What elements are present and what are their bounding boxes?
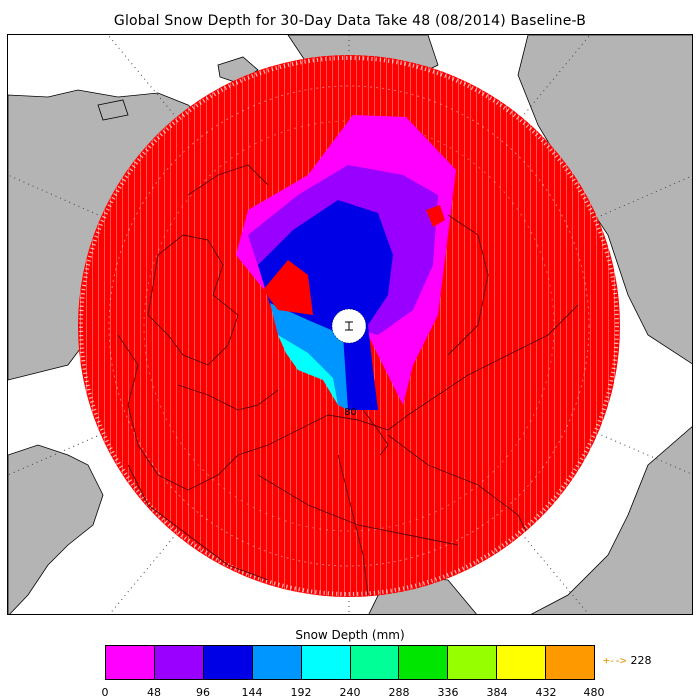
region-zero-spot [426, 205, 445, 227]
land-europe-asia [517, 35, 692, 365]
map-title: Global Snow Depth for 30-Day Data Take 4… [113, 13, 587, 29]
legend-title: Snow Depth (mm) [295, 628, 405, 642]
colorbar-tick-label: 144 [241, 686, 263, 699]
colorbar-tick-label: 384 [486, 686, 508, 699]
latitude-label-80: 80 [344, 407, 357, 418]
colorbar-bin-9 [546, 646, 595, 679]
max-value-label: 228 [630, 654, 652, 667]
arrow-right-icon: +--> [603, 654, 626, 667]
snow-depth-regions [236, 115, 456, 410]
colorbar-bin-2 [203, 646, 253, 679]
polar-snow-depth-map: 80 [8, 35, 692, 614]
colorbar-tick-label: 96 [196, 686, 210, 699]
colorbar-bin-5 [350, 646, 400, 679]
land-north-america-lower [8, 444, 104, 614]
pole-marker-icon [345, 321, 353, 331]
colorbar-tick-label: 432 [535, 686, 557, 699]
colorbar-bin-0 [106, 646, 155, 679]
region-zero-pocket [263, 260, 313, 315]
colorbar-bin-1 [154, 646, 204, 679]
region-96-144 [258, 200, 393, 410]
region-192-240 [278, 335, 338, 405]
colorbar-bin-6 [399, 646, 449, 679]
land-small-island-2 [97, 99, 129, 121]
land-asia-lower [530, 426, 692, 614]
max-value-indicator: +--> 228 [603, 654, 652, 667]
coastlines [117, 164, 579, 596]
colorbar-tick-label: 336 [437, 686, 459, 699]
swath-edge [79, 56, 619, 596]
map-panel: 80 [7, 34, 693, 615]
colorbar [105, 645, 595, 680]
colorbar-tick-label: 288 [388, 686, 410, 699]
region-144-192 [270, 303, 348, 410]
colorbar-tick-label: 48 [147, 686, 161, 699]
colorbar-bin-3 [252, 646, 302, 679]
colorbar-tick-label: 240 [339, 686, 361, 699]
colorbar-tick-label: 480 [583, 686, 605, 699]
colorbar-bin-4 [301, 646, 351, 679]
colorbar-tick-label: 0 [101, 686, 109, 699]
colorbar-bin-8 [497, 646, 547, 679]
colorbar-tick-label: 192 [290, 686, 312, 699]
colorbar-bin-7 [448, 646, 498, 679]
